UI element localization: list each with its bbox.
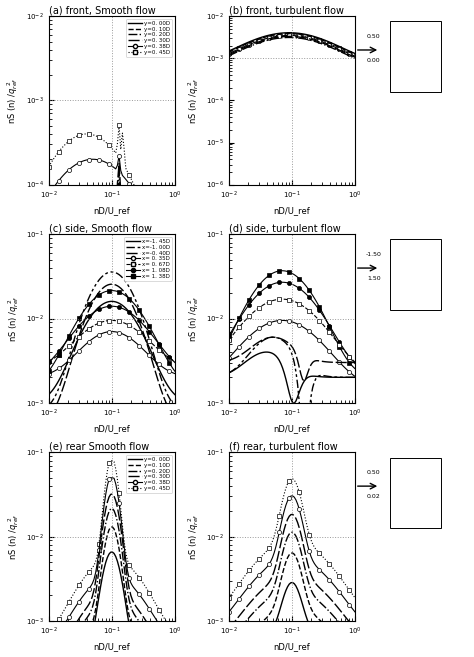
Text: (e) rear Smooth flow: (e) rear Smooth flow [49, 442, 149, 452]
X-axis label: nD/U_ref: nD/U_ref [273, 643, 310, 652]
X-axis label: nD/U_ref: nD/U_ref [273, 206, 310, 215]
Legend: x=-1. 45D, x=-1. 00D, x=-0. 40D, x= 0. 35D, x= 0. 67D, x= 1. 08D, x= 1. 38D: x=-1. 45D, x=-1. 00D, x=-0. 40D, x= 0. 3… [124, 237, 172, 281]
Text: 0.50: 0.50 [367, 34, 381, 39]
Legend: y=0. 00D, y=0. 10D, y=0. 20D, y=0. 30D, y=0. 38D, y=0. 45D: y=0. 00D, y=0. 10D, y=0. 20D, y=0. 30D, … [127, 455, 172, 493]
X-axis label: nD/U_ref: nD/U_ref [93, 643, 130, 652]
Y-axis label: nS (n) /$q_{ref}^{\ 2}$: nS (n) /$q_{ref}^{\ 2}$ [6, 295, 20, 342]
Text: 0.50: 0.50 [367, 470, 381, 476]
Text: (b) front, turbulent flow: (b) front, turbulent flow [229, 5, 344, 16]
Y-axis label: nS (n) /$q_{ref}^{\ 2}$: nS (n) /$q_{ref}^{\ 2}$ [6, 513, 20, 560]
Text: (f) rear, turbulent flow: (f) rear, turbulent flow [229, 442, 338, 452]
Text: -1.50: -1.50 [366, 252, 382, 258]
X-axis label: nD/U_ref: nD/U_ref [93, 206, 130, 215]
Bar [390, 22, 440, 92]
Bar [390, 239, 440, 310]
Y-axis label: nS (n) /$q_{ref}^{\ 2}$: nS (n) /$q_{ref}^{\ 2}$ [186, 295, 201, 342]
Bar [390, 457, 440, 528]
X-axis label: nD/U_ref: nD/U_ref [273, 424, 310, 434]
Text: (a) front, Smooth flow: (a) front, Smooth flow [49, 5, 155, 16]
Text: (d) side, turbulent flow: (d) side, turbulent flow [229, 223, 341, 234]
Y-axis label: nS (n) /$q_{ref}^{\ 2}$: nS (n) /$q_{ref}^{\ 2}$ [6, 77, 20, 124]
Y-axis label: nS (n) /$q_{ref}^{\ 2}$: nS (n) /$q_{ref}^{\ 2}$ [186, 513, 201, 560]
Text: 0.00: 0.00 [367, 58, 381, 63]
Legend: y=0. 00D, y=0. 10D, y=0. 20D, y=0. 30D, y=0. 38D, y=0. 45D: y=0. 00D, y=0. 10D, y=0. 20D, y=0. 30D, … [127, 19, 172, 57]
Text: 1.50: 1.50 [367, 276, 381, 281]
Text: 0.02: 0.02 [367, 494, 381, 499]
X-axis label: nD/U_ref: nD/U_ref [93, 424, 130, 434]
Text: (c) side, Smooth flow: (c) side, Smooth flow [49, 223, 152, 234]
Y-axis label: nS (n) /$q_{ref}^{\ 2}$: nS (n) /$q_{ref}^{\ 2}$ [186, 77, 201, 124]
